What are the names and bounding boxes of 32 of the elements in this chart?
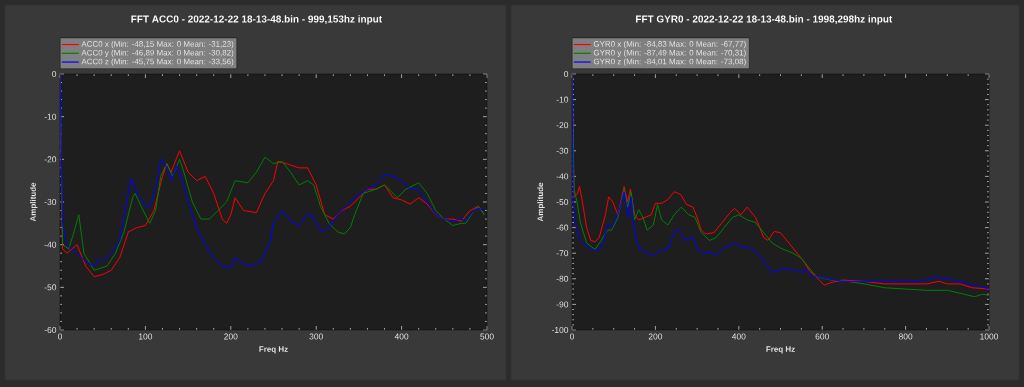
y-tick-label: -30 <box>556 147 569 154</box>
y-tick-label: -50 <box>556 199 569 205</box>
y-tick-label: -10 <box>556 96 569 103</box>
y-tick-label: -40 <box>44 241 57 248</box>
y-tick-label: -60 <box>556 224 569 231</box>
x-tick-label: 200 <box>648 333 663 340</box>
x-tick-label: 400 <box>394 333 409 340</box>
y-tick-label: -20 <box>556 122 569 129</box>
y-tick-label: -80 <box>556 275 569 282</box>
x-tick-label: 300 <box>309 333 323 340</box>
x-tick-label: 500 <box>480 333 494 340</box>
y-tick-label: -50 <box>44 284 57 291</box>
y-tick-label: 0 <box>52 71 57 77</box>
y-tick-label: 0 <box>564 71 569 77</box>
chart-title: FFT ACC0 - 2022-12-22 18-13-48.bin - 999,153hz input <box>131 15 382 25</box>
y-tick-label: -40 <box>556 173 569 180</box>
y-tick-label: -30 <box>44 199 57 205</box>
y-tick-label: -60 <box>44 327 57 333</box>
x-tick-label: 200 <box>224 333 238 340</box>
x-tick-label: 800 <box>898 333 913 340</box>
x-tick-label: 0 <box>569 333 575 340</box>
y-tick-label: -10 <box>44 113 57 120</box>
chart-title: FFT GYR0 - 2022-12-22 18-13-48.bin - 1998,298hz input <box>636 15 893 25</box>
x-tick-label: 0 <box>57 333 63 340</box>
y-tick-label: -20 <box>44 156 57 163</box>
y-tick-label: -90 <box>556 301 569 308</box>
y-tick-label: -70 <box>556 250 569 257</box>
x-tick-label: 600 <box>815 333 829 340</box>
x-tick-label: 1000 <box>980 333 999 340</box>
x-tick-label: 100 <box>138 333 153 340</box>
y-tick-label: -100 <box>551 327 569 333</box>
x-tick-label: 400 <box>731 333 746 340</box>
